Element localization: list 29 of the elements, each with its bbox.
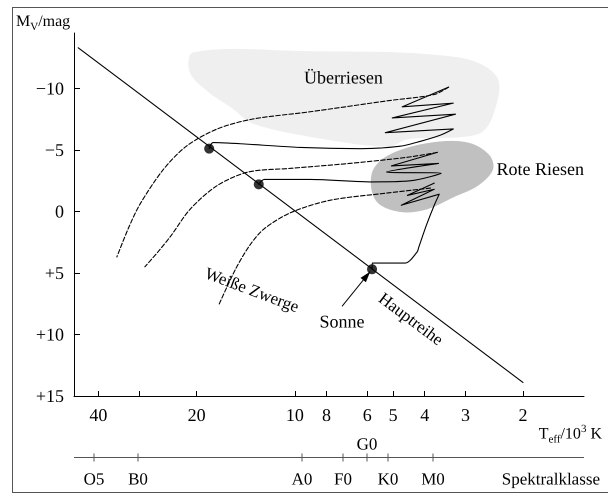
y-tick-label: +5 xyxy=(44,262,64,283)
y-tick-label: −10 xyxy=(36,78,64,98)
text: G0 xyxy=(356,434,378,454)
x-tick-label: 2 xyxy=(518,405,528,425)
text: F0 xyxy=(334,470,352,488)
series-label: Rote Riesen xyxy=(496,158,584,179)
y-tick-label: 0 xyxy=(55,201,64,222)
text: M0 xyxy=(421,470,445,488)
annotation: Weiße Zwerge xyxy=(202,264,302,316)
text: Spektralklasse xyxy=(502,470,600,488)
x-tick-label: 20 xyxy=(188,405,206,425)
text: B0 xyxy=(128,470,148,488)
x-tick-label: 40 xyxy=(89,405,108,425)
text: O5 xyxy=(84,470,104,488)
x-tick-label: 10 xyxy=(286,405,304,425)
y-tick-label: −5 xyxy=(44,140,64,160)
x-tick-label: 4 xyxy=(420,405,430,425)
x-tick-label: 3 xyxy=(460,405,470,425)
text: A0 xyxy=(292,470,312,488)
y-axis-title: M$_{V}$/mag xyxy=(16,13,70,34)
y-tick-label: +10 xyxy=(36,324,64,344)
x-tick-label: 8 xyxy=(322,405,331,425)
x-axis-title: T$_{eff}$/10$^{3}$ K xyxy=(538,423,602,446)
annotation: Sonne xyxy=(320,311,365,332)
x-tick-label: 6 xyxy=(362,405,372,425)
x-tick-label: 5 xyxy=(388,405,398,425)
y-tick-label: +15 xyxy=(36,386,64,406)
text: K0 xyxy=(378,470,398,488)
series-label: Überriesen xyxy=(304,67,383,88)
